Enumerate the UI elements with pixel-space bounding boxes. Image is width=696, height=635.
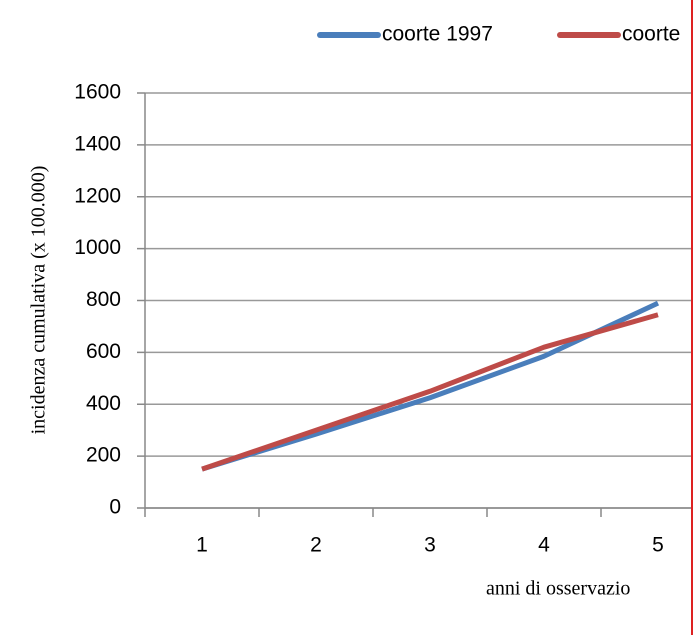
x-tick-label: 3 xyxy=(424,534,436,557)
legend-label: coorte xyxy=(622,23,680,46)
plot: 0 200 400 600 800 1000 1200 1400 1600 1 2 3 4 5 coorte… xyxy=(74,23,692,557)
x-tick-label: 4 xyxy=(538,534,550,557)
y-tick-label: 1600 xyxy=(74,81,121,104)
y-tick-label: 400 xyxy=(86,392,121,415)
y-tick-label: 600 xyxy=(86,340,121,363)
y-tick-label: 1400 xyxy=(74,132,121,155)
y-axis-label: incidenza cumulativa (x 100.000) xyxy=(28,166,50,435)
x-tick-label: 5 xyxy=(652,534,664,557)
y-tick-label: 1000 xyxy=(74,236,121,259)
y-tick-label: 1200 xyxy=(74,184,121,207)
legend-label: coorte 1997 xyxy=(382,23,493,46)
y-tick-label: 800 xyxy=(86,288,121,311)
x-axis-label: anni di osservazio xyxy=(486,578,630,600)
x-tick-label: 1 xyxy=(196,534,208,557)
y-tick-label: 0 xyxy=(109,496,121,519)
x-tick-label: 2 xyxy=(310,534,322,557)
y-tick-label: 200 xyxy=(86,444,121,467)
series-line xyxy=(201,312,659,472)
